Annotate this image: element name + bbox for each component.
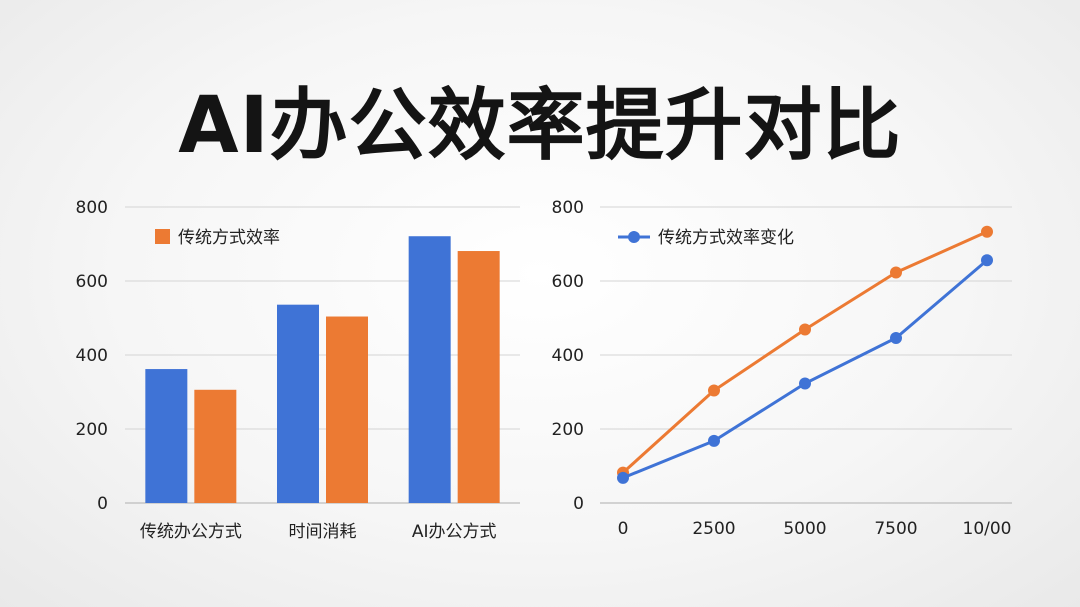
x-tick-label: 10/00 <box>963 519 1012 539</box>
x-tick-label: AI办公方式 <box>412 522 497 542</box>
data-point <box>708 434 720 447</box>
bar <box>326 316 368 503</box>
bar <box>145 369 188 503</box>
y-tick-label: 800 <box>552 198 584 218</box>
x-tick-label: 时间消耗 <box>289 522 357 542</box>
y-tick-label: 400 <box>76 346 108 366</box>
y-tick-label: 400 <box>552 346 584 366</box>
x-tick-label: 7500 <box>874 519 917 539</box>
bar <box>457 251 500 503</box>
data-point <box>890 331 902 344</box>
page-title: AI办公效率提升对比 <box>178 81 902 171</box>
legend-label: 传统方式效率 <box>178 228 280 248</box>
data-point <box>799 323 811 336</box>
data-point <box>708 384 720 397</box>
y-tick-label: 800 <box>76 198 108 218</box>
y-tick-label: 200 <box>552 420 584 440</box>
series-line <box>622 259 988 480</box>
legend-marker <box>628 231 640 243</box>
x-tick-label: 5000 <box>783 519 826 539</box>
x-tick-label: 0 <box>618 519 629 539</box>
data-point <box>890 266 902 279</box>
series-line <box>621 230 988 474</box>
bar <box>194 389 237 503</box>
legend-swatch <box>155 229 170 244</box>
bar <box>277 304 319 503</box>
bar <box>408 236 451 504</box>
x-tick-label: 传统办公方式 <box>140 522 242 542</box>
y-tick-label: 200 <box>76 420 108 440</box>
y-tick-label: 0 <box>573 494 584 514</box>
y-tick-label: 0 <box>97 494 108 514</box>
data-point <box>981 254 993 267</box>
y-tick-label: 600 <box>76 272 108 292</box>
legend-label: 传统方式效率变化 <box>658 228 794 248</box>
data-point <box>617 471 629 484</box>
x-tick-label: 2500 <box>692 519 735 539</box>
y-tick-label: 600 <box>552 272 584 292</box>
data-point <box>799 377 811 390</box>
data-point <box>981 225 993 238</box>
